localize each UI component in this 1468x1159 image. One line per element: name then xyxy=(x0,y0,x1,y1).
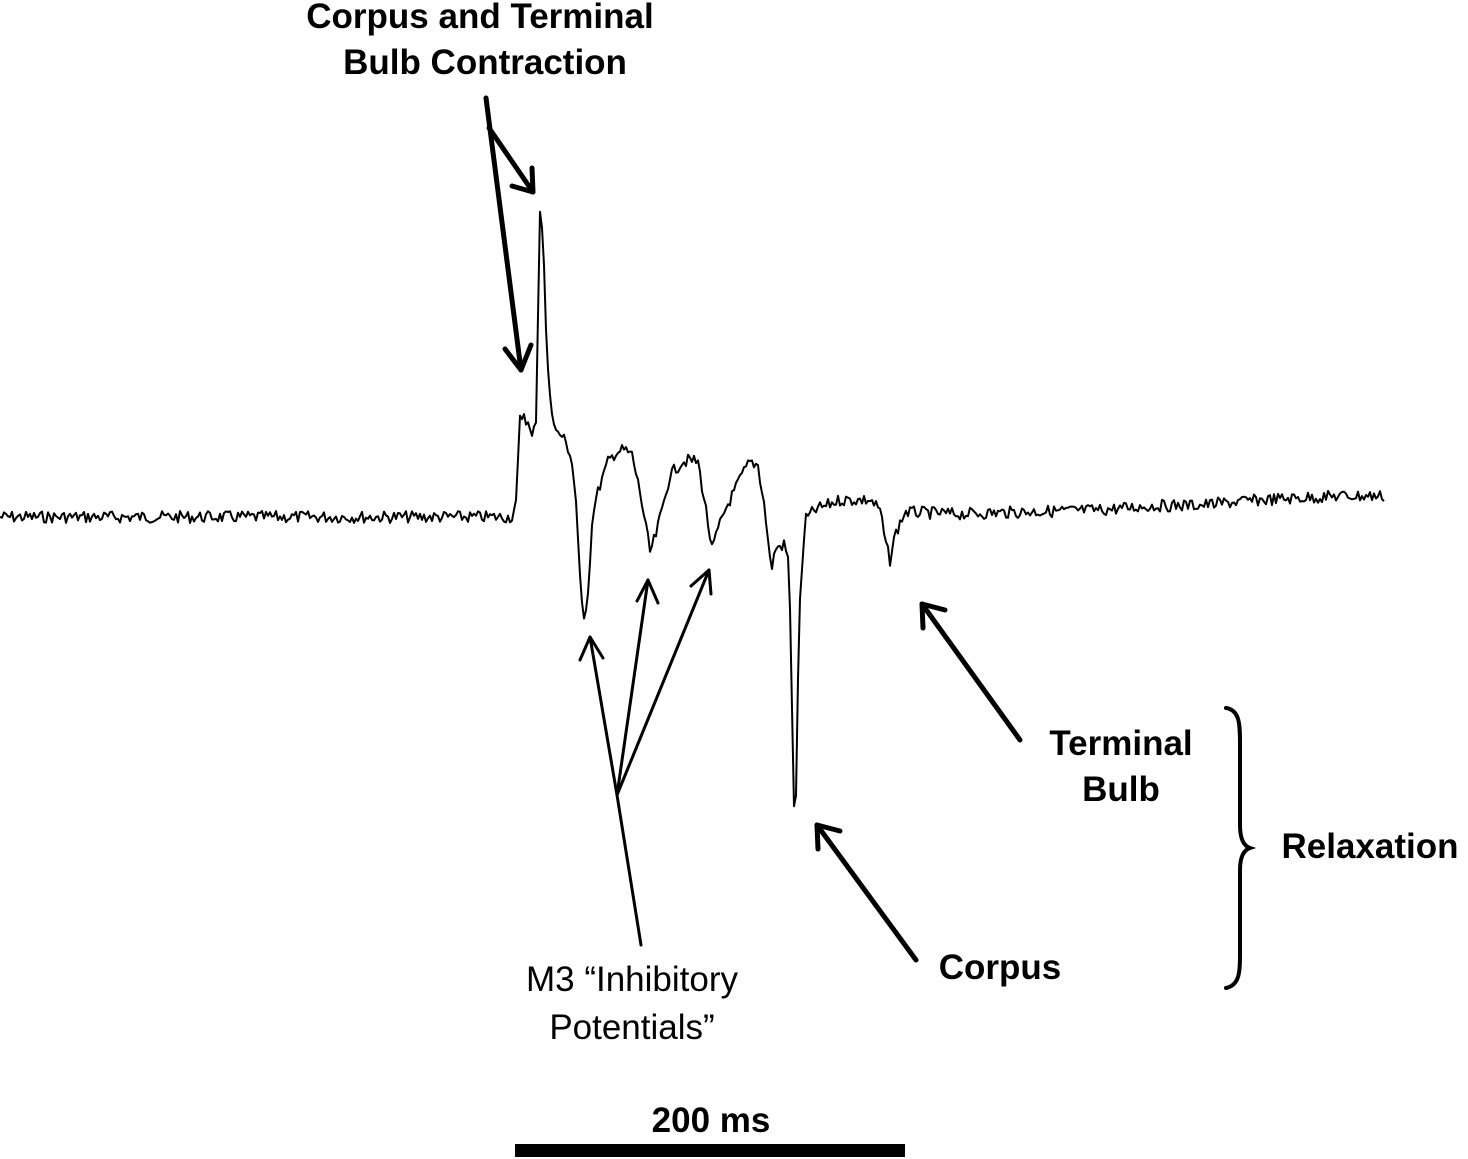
contraction-arrow-long xyxy=(483,95,524,373)
inhibitory-arrow-1-head xyxy=(578,635,605,662)
scale-bar-label: 200 ms xyxy=(652,1101,771,1140)
contraction-arrow-short-head xyxy=(509,165,536,195)
contraction-label-line2: Bulb Contraction xyxy=(343,43,627,82)
inhibitory-label-line2: Potentials” xyxy=(549,1008,714,1047)
terminal-bulb-label-line1: Terminal xyxy=(1049,724,1192,763)
inhibitory-stem xyxy=(615,793,643,947)
inhibitory-arrow-2 xyxy=(615,578,650,797)
inhibitory-label-line1: M3 “Inhibitory xyxy=(526,960,739,999)
contraction-arrow-long-head xyxy=(502,342,534,373)
corpus-label: Corpus xyxy=(939,948,1062,987)
inhibitory-arrow-2-head xyxy=(635,578,660,605)
terminal-bulb-arrow xyxy=(919,601,1023,743)
corpus-arrow-head xyxy=(814,822,843,852)
inhibitory-arrow-1 xyxy=(588,635,619,797)
contraction-arrow-short xyxy=(486,125,536,195)
relaxation-label: Relaxation xyxy=(1282,827,1459,866)
corpus-arrow xyxy=(814,822,919,963)
relaxation-brace xyxy=(1224,706,1257,990)
inhibitory-arrow-3-head xyxy=(689,568,713,596)
contraction-label-line1: Corpus and Terminal xyxy=(306,0,653,36)
inhibitory-arrows xyxy=(578,568,713,947)
inhibitory-arrow-3 xyxy=(615,568,711,797)
contraction-arrows xyxy=(483,95,536,373)
scale-bar xyxy=(515,1144,905,1157)
relaxation-arrows xyxy=(814,601,1023,963)
terminal-bulb-arrow-head xyxy=(919,601,948,631)
recording-trace xyxy=(0,210,1385,808)
terminal-bulb-label-line2: Bulb xyxy=(1082,770,1160,809)
